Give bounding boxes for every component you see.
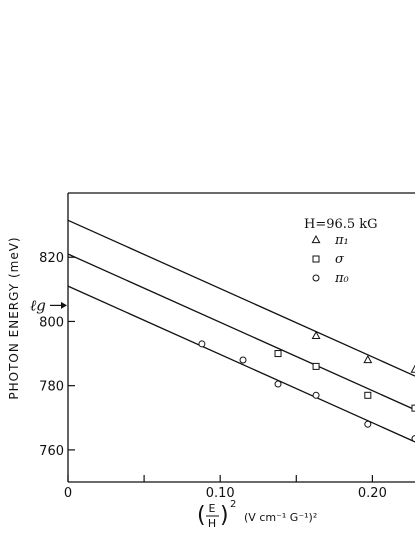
y-tick-label: 820	[39, 251, 64, 266]
legend-label: π₁	[334, 233, 349, 248]
x-tick-label: 0	[64, 486, 72, 501]
data-point-square	[364, 391, 372, 399]
data-point-square	[312, 362, 320, 370]
x-tick-label: 0.20	[358, 486, 387, 501]
x-label-units: (V cm⁻¹ G⁻¹)²	[244, 511, 317, 524]
fit-line-square	[67, 253, 415, 411]
legend-title: H=96.5 kG	[304, 217, 378, 232]
fit-line-circle	[67, 285, 415, 443]
legend-marker-circle	[312, 274, 320, 282]
data-point-circle	[364, 420, 372, 428]
data-point-triangle	[363, 354, 373, 364]
plot-frame	[67, 192, 415, 483]
data-points	[198, 330, 415, 443]
data-point-square	[411, 404, 415, 412]
axis-ticks: 0 0.10 0.20 760 780 800 820	[39, 251, 387, 501]
legend: H=96.5 kG π₁ σ π₀	[304, 217, 378, 286]
data-point-circle	[312, 391, 320, 399]
x-label-exponent: 2	[230, 499, 236, 510]
legend-marker-square	[312, 255, 320, 263]
y-tick-label: 780	[39, 380, 64, 395]
x-tick-label: 0.10	[206, 486, 235, 501]
y-axis-label: PHOTON ENERGY (meV)	[7, 236, 21, 399]
fit-line-triangle	[67, 219, 415, 377]
data-point-circle	[198, 340, 206, 348]
annotation-arrow-head	[61, 301, 67, 309]
legend-label: σ	[335, 252, 345, 267]
data-point-square	[274, 350, 282, 358]
x-label-fraction-numerator: E	[209, 502, 216, 515]
x-label-close-paren: )	[220, 503, 229, 528]
annotation-eg: ℓg	[30, 296, 67, 314]
annotation-label: ℓg	[30, 296, 46, 314]
fit-lines	[67, 219, 415, 443]
data-point-circle	[274, 380, 282, 388]
legend-marker-triangle	[311, 234, 321, 244]
data-point-triangle	[410, 364, 415, 373]
x-label-open-paren: (	[197, 503, 206, 528]
legend-label: π₀	[334, 271, 350, 286]
y-tick-label: 760	[39, 444, 64, 459]
x-label-fraction-denominator: H	[208, 517, 216, 530]
data-point-circle	[239, 356, 247, 364]
y-tick-label: 800	[39, 315, 64, 330]
data-point-triangle	[311, 330, 321, 339]
data-point-circle	[411, 435, 415, 443]
x-axis-label: ( E H ) 2 (V cm⁻¹ G⁻¹)²	[197, 499, 317, 530]
